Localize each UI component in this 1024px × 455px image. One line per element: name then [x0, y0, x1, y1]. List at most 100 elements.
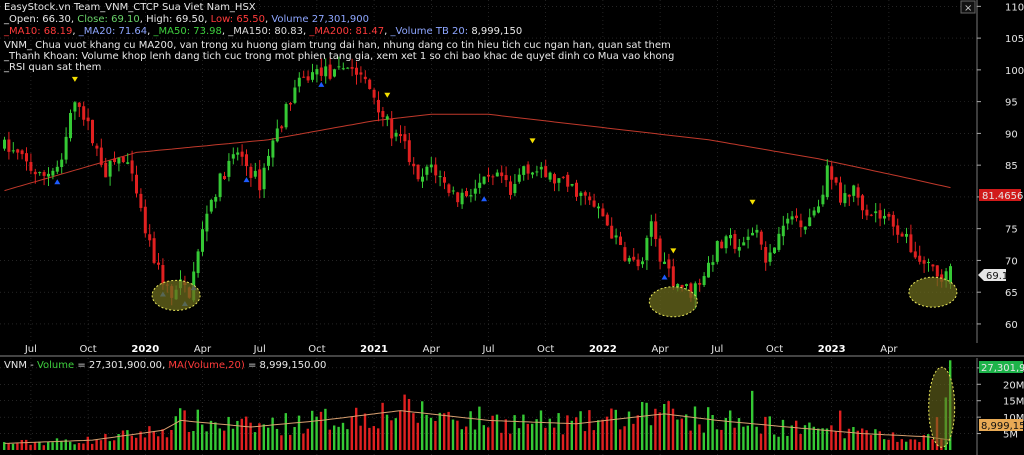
- candle-body: [777, 233, 781, 250]
- candle-body: [680, 284, 684, 288]
- volume-header-label: Volume: [36, 360, 75, 371]
- time-tick-label: Oct: [766, 344, 783, 355]
- price-tick-label: 75: [1005, 225, 1018, 236]
- candle-body: [399, 134, 402, 137]
- candle-body: [135, 174, 138, 194]
- volume-ma-value: = 8,999,150.00: [247, 360, 327, 371]
- volume-bar: [337, 426, 340, 450]
- candle-body: [289, 103, 292, 105]
- candle-body: [209, 199, 213, 212]
- volume-bar: [896, 441, 899, 450]
- volume-bar: [51, 442, 54, 450]
- volume-bar: [812, 426, 815, 450]
- volume-bar: [152, 431, 155, 450]
- candle-body: [240, 151, 244, 157]
- volume-bar: [95, 439, 98, 450]
- candle-body: [473, 188, 477, 194]
- candle-body: [548, 172, 552, 180]
- signal-markers: [54, 76, 756, 307]
- volume-tick-label: 15M: [1003, 397, 1024, 408]
- volume-bar: [905, 441, 908, 450]
- candle-body: [469, 195, 473, 197]
- candle-body: [20, 150, 24, 155]
- candle-body: [570, 184, 574, 186]
- volume-bar: [539, 410, 543, 450]
- candle-body: [214, 196, 218, 202]
- volume-bar: [253, 432, 257, 450]
- volume-bar: [390, 420, 393, 450]
- volume-bar: [491, 415, 494, 450]
- candle-body: [99, 147, 103, 165]
- candle-body: [416, 164, 420, 180]
- candle-body: [645, 237, 649, 261]
- price-tick-label: 110: [1005, 2, 1024, 13]
- candle-body: [161, 265, 165, 285]
- volume-bar: [478, 406, 481, 450]
- ma10-value: 68.19: [43, 26, 73, 37]
- volume-bar: [135, 437, 138, 450]
- volume-bar: [399, 410, 402, 450]
- chart-title: EasyStock.vn Team_VNM_CTCP Sua Viet Nam_…: [4, 2, 256, 13]
- candle-body: [535, 171, 539, 173]
- volume-bar: [183, 410, 186, 450]
- volume-bar: [359, 425, 362, 450]
- volume-bar: [429, 417, 433, 450]
- volume-bar: [297, 415, 301, 450]
- volume-bar: [715, 429, 719, 450]
- candle-body: [77, 102, 81, 107]
- candle-body: [29, 162, 33, 171]
- volume-bar: [852, 427, 855, 450]
- volume-tag-text: 27,301,9: [981, 363, 1024, 374]
- candle-body: [394, 132, 398, 137]
- candle-body: [64, 136, 68, 160]
- open-value: 66.30: [42, 14, 71, 25]
- volume-bar: [86, 436, 89, 450]
- volume-bar: [82, 443, 85, 450]
- volume-tick-label: 10M: [1003, 413, 1024, 424]
- candle-body: [781, 225, 785, 237]
- candle-body: [456, 192, 460, 203]
- candle-body: [553, 174, 556, 184]
- candle-body: [465, 191, 468, 197]
- ma200-path: [4, 113, 951, 192]
- volume-bar: [773, 434, 776, 450]
- candle-body: [949, 266, 952, 284]
- buy-signal-marker: [243, 177, 250, 183]
- ma200-line: [4, 113, 951, 192]
- candle-body: [121, 156, 125, 162]
- volume-bar: [346, 429, 349, 450]
- volume-bar: [438, 412, 441, 450]
- volume-bar: [319, 411, 323, 450]
- collapse-control[interactable]: ×: [960, 0, 976, 14]
- ma20-label: _MA20:: [78, 26, 116, 37]
- candle-body: [258, 169, 262, 191]
- price-highlight-ellipse: [908, 276, 958, 308]
- volume-bar: [702, 432, 705, 450]
- candle-body: [139, 193, 143, 208]
- volume-bar: [77, 442, 81, 450]
- candle-body: [720, 241, 724, 249]
- chart-title-row: EasyStock.vn Team_VNM_CTCP Sua Viet Nam_…: [4, 2, 256, 13]
- candle-body: [658, 238, 662, 262]
- candle-body: [707, 262, 710, 278]
- volume-bar: [218, 428, 221, 450]
- volume-bar: [623, 426, 626, 450]
- volume-bar: [174, 416, 177, 450]
- volume-bar: [249, 422, 252, 450]
- time-tick-label: Apr: [194, 344, 212, 355]
- volume-bar: [746, 425, 749, 450]
- volume-bar: [179, 408, 182, 450]
- time-tick-label: 2023: [818, 344, 846, 355]
- candle-body: [429, 164, 433, 168]
- volume-bar: [306, 428, 309, 450]
- candle-body: [751, 232, 754, 236]
- candle-body: [390, 118, 394, 139]
- note-3: _RSI quan sat them: [4, 62, 102, 73]
- candle-body: [891, 214, 895, 227]
- volume-bar: [509, 433, 512, 450]
- volume-bar: [795, 420, 798, 450]
- candle-body: [733, 234, 737, 249]
- volume-bar: [874, 429, 877, 450]
- candle-body: [245, 154, 248, 167]
